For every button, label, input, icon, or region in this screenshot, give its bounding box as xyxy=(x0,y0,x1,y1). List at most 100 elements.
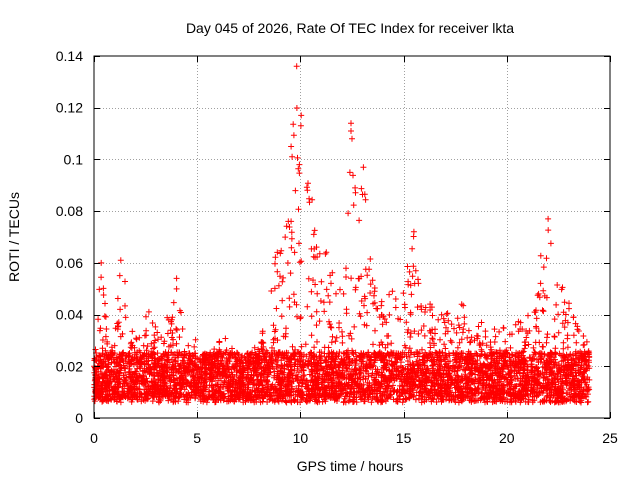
data-point xyxy=(318,278,325,285)
data-point xyxy=(491,339,498,345)
data-point xyxy=(412,396,419,403)
data-point xyxy=(364,272,371,279)
data-point xyxy=(564,332,571,339)
data-point xyxy=(290,121,297,128)
data-point xyxy=(91,398,98,405)
data-point xyxy=(540,264,547,271)
data-point xyxy=(454,315,461,322)
data-point xyxy=(343,274,349,280)
data-point xyxy=(399,399,406,406)
data-point xyxy=(288,399,295,406)
data-point xyxy=(362,196,369,203)
data-point xyxy=(333,290,339,297)
data-point xyxy=(413,358,420,365)
data-point xyxy=(348,335,355,342)
data-point xyxy=(173,340,180,347)
data-point xyxy=(561,299,568,306)
data-point xyxy=(560,339,567,346)
data-point xyxy=(313,322,320,329)
data-point xyxy=(352,189,359,196)
data-point xyxy=(447,337,454,344)
data-point xyxy=(277,273,283,280)
data-point xyxy=(297,122,304,129)
data-point xyxy=(366,266,373,273)
data-point xyxy=(314,290,321,297)
data-point xyxy=(388,340,395,347)
data-point xyxy=(544,331,551,338)
data-point xyxy=(296,170,303,177)
data-point xyxy=(389,288,396,295)
data-point xyxy=(555,329,562,336)
data-point xyxy=(460,302,467,309)
data-point xyxy=(343,306,350,313)
data-point xyxy=(332,338,339,345)
data-point xyxy=(216,339,223,346)
data-point xyxy=(409,245,416,252)
data-point xyxy=(122,302,128,309)
data-point xyxy=(95,316,102,323)
data-point xyxy=(270,336,277,343)
data-point xyxy=(291,397,298,404)
data-point xyxy=(525,312,531,319)
data-point xyxy=(364,309,371,316)
data-point xyxy=(415,330,422,337)
data-point xyxy=(279,297,286,304)
data-point xyxy=(583,338,590,345)
data-point xyxy=(459,329,466,336)
data-point xyxy=(103,326,110,332)
data-point xyxy=(392,296,399,302)
data-point xyxy=(117,306,124,313)
data-point xyxy=(176,334,183,341)
data-point xyxy=(321,344,328,351)
data-point xyxy=(308,313,315,320)
data-point xyxy=(270,322,277,329)
data-point xyxy=(516,365,523,372)
data-point xyxy=(386,311,393,318)
data-point xyxy=(566,305,572,312)
data-point xyxy=(420,323,427,329)
data-point xyxy=(368,399,375,406)
data-point xyxy=(507,344,514,351)
data-point xyxy=(456,339,463,346)
data-point xyxy=(491,326,498,333)
data-point xyxy=(302,341,309,348)
data-point xyxy=(316,250,323,257)
data-point xyxy=(551,333,558,340)
data-point xyxy=(435,316,442,323)
data-point xyxy=(521,367,527,374)
data-point xyxy=(283,325,289,332)
data-point xyxy=(329,333,336,340)
data-point xyxy=(537,399,544,406)
data-point xyxy=(173,325,180,332)
data-point xyxy=(102,313,109,320)
data-point xyxy=(400,290,407,297)
data-point xyxy=(143,313,149,320)
data-point xyxy=(370,341,376,348)
data-point xyxy=(98,274,105,281)
data-point xyxy=(401,301,408,308)
data-point xyxy=(337,286,343,293)
data-point xyxy=(554,282,561,288)
data-point xyxy=(390,382,396,389)
data-point xyxy=(317,298,324,304)
data-point xyxy=(148,340,155,347)
data-point xyxy=(135,385,141,392)
data-point xyxy=(336,320,343,326)
data-point xyxy=(305,180,311,187)
data-point xyxy=(408,291,415,298)
data-point xyxy=(421,332,428,339)
data-point xyxy=(570,332,577,339)
data-point xyxy=(290,291,297,298)
data-point xyxy=(371,292,377,299)
data-point xyxy=(372,327,378,334)
data-point xyxy=(385,332,392,339)
data-point xyxy=(321,308,328,315)
data-point xyxy=(314,338,320,345)
data-point xyxy=(102,300,108,307)
data-point xyxy=(292,187,299,194)
data-point xyxy=(288,218,295,225)
data-point xyxy=(461,320,468,327)
data-point xyxy=(158,334,165,341)
data-point xyxy=(475,323,482,330)
data-point xyxy=(409,273,416,280)
